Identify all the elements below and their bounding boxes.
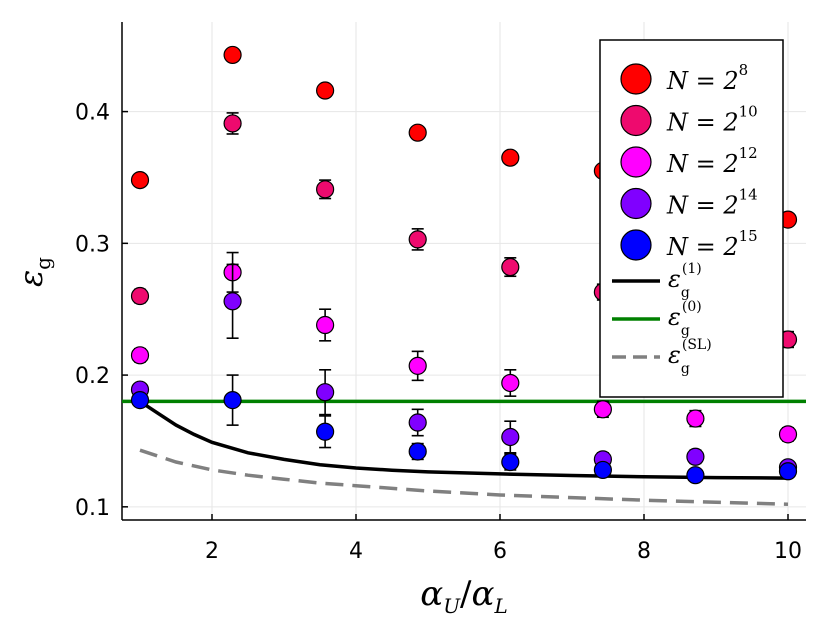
legend-line-subscript: g [681,361,690,377]
x-tick-label: 8 [637,539,651,564]
legend-line-superscript: (SL) [682,337,712,353]
data-point [778,425,798,444]
legend-entry-base: N = 2 [666,192,739,220]
legend-entry-base: N = 2 [666,109,739,137]
data-point [686,409,705,428]
data-point [316,422,335,441]
x-tick-label: 6 [493,539,507,564]
data-point [408,413,427,432]
data-point [501,452,520,472]
legend-line-subscript: g [681,323,690,339]
data-point [501,373,520,393]
data-point [593,460,612,480]
data-point [130,391,150,410]
legend-line-subscript: g [681,285,690,301]
legend-marker [620,146,652,178]
legend-entry-label: N = 210 [666,103,758,137]
legend-entry-label: N = 28 [666,61,748,95]
legend-line-label: εg (SL) [668,337,712,377]
y-tick-label: 0.1 [75,496,110,521]
legend-entry-base: N = 2 [666,67,739,95]
data-point [223,45,242,65]
data-point [408,442,427,461]
data-point [501,257,520,277]
series-group [130,112,798,349]
y-axis-label-sub: g [31,257,55,270]
legend-marker [620,104,652,137]
y-axis-label-epsilon: ε [12,270,50,287]
data-point [501,148,520,167]
data-point [316,315,335,335]
legend-line-superscript: (0) [682,299,702,315]
data-point [316,180,335,199]
legend-entry-exponent: 12 [739,144,758,162]
data-point [501,427,520,447]
legend-entry-exponent: 14 [739,186,758,204]
legend-entry-exponent: 10 [739,103,758,121]
x-axis-label-alpha-l: α [472,574,495,614]
legend-marker [620,187,652,220]
legend-marker [620,63,652,95]
theory-line [139,448,789,506]
legend-entry-base: N = 2 [666,233,739,261]
x-tick-label: 4 [349,539,363,564]
y-axis-label: εg [12,257,55,287]
x-axis-label-alpha-u: α [420,574,443,614]
data-point [223,114,242,133]
data-point [223,292,242,311]
x-axis-label-sub-u: U [443,594,461,618]
legend-line-label: εg (1) [668,261,702,301]
data-point [408,123,427,142]
legend-line-label: εg (0) [668,299,702,339]
data-point [223,391,242,410]
legend-entry-exponent: 15 [739,227,758,245]
data-point [130,286,150,306]
legend-entry-base: N = 2 [666,150,739,178]
data-point [130,170,150,190]
data-point [686,447,705,466]
y-tick-label: 0.2 [75,364,110,389]
data-point [408,230,427,249]
legend-box [599,39,784,398]
axes: 2 4 6 8 10 0.1 0.2 0.3 0.4 [75,22,806,564]
data-point [593,400,612,419]
legend-entry-label: N = 214 [666,186,758,220]
data-point [686,466,705,485]
data-point [316,81,335,100]
x-axis-label-sub-l: L [493,594,507,618]
legend-entry-label: N = 212 [666,144,758,178]
legend-line-base: ε [668,265,681,293]
legend-marker [620,229,652,261]
legend-entry-label: N = 215 [666,227,758,261]
data-point [316,383,335,402]
x-axis-label: αU/αL [420,574,508,618]
data-point [778,462,798,481]
data-point [130,346,150,365]
legend-line-base: ε [668,341,681,369]
legend-line-base: ε [668,303,681,331]
x-tick-label: 2 [205,539,219,564]
x-axis-label-slash: / [460,574,472,614]
data-point [408,356,427,375]
series-group [130,251,798,444]
y-tick-label: 0.3 [75,232,110,257]
points [130,45,798,485]
legend-line-superscript: (1) [682,261,702,277]
series-group [130,374,798,485]
legend-entry-exponent: 8 [739,61,749,79]
x-tick-label: 10 [774,539,802,564]
y-tick-label: 0.4 [75,101,110,126]
